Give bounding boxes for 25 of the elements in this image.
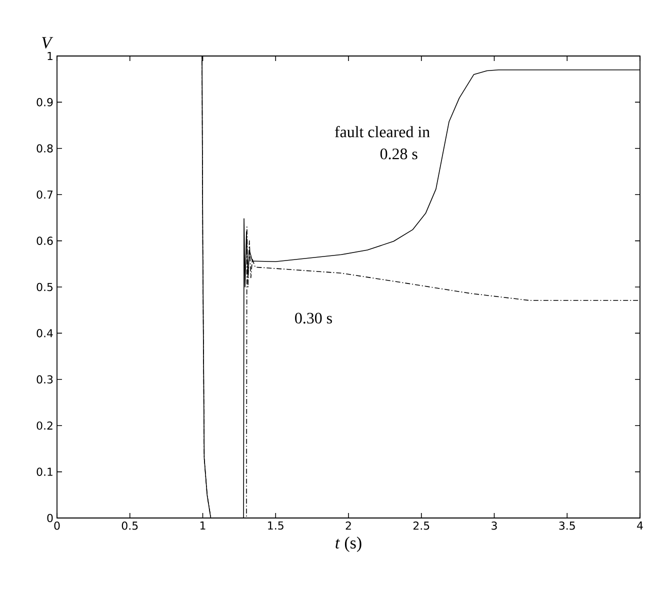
annotation: fault cleared in: [334, 126, 430, 138]
y-axis-title: V: [42, 37, 54, 48]
x-tick-label: 1.5: [268, 522, 284, 530]
y-tick-label: 0.1: [36, 468, 52, 476]
x-tick-label: 4: [637, 522, 643, 530]
text: 0.30 s: [295, 312, 332, 324]
y-tick-label: 0.2: [36, 421, 52, 430]
x-tick-label: 0.5: [122, 522, 138, 530]
y-tick-label: 0.7: [36, 190, 53, 199]
x-tick-label: 3: [492, 522, 497, 530]
x-tick-label: 2.5: [413, 522, 430, 530]
series-label: 0.28 s: [380, 148, 418, 160]
x-tick-label: 0: [54, 522, 60, 530]
x-tick-label: 3.5: [559, 522, 575, 530]
y-tick-label: 0.4: [36, 329, 53, 338]
y-tick-label: 0.3: [36, 375, 53, 384]
x-tick-label: 2: [346, 522, 351, 530]
y-tick-label: 1: [48, 52, 52, 60]
x-axis-title: t (s): [336, 536, 362, 552]
y-tick-label: 0.5: [36, 282, 53, 292]
y-tick-label: 0.6: [36, 236, 53, 245]
x-tick-label: 1: [200, 522, 206, 530]
y-tick-label: 0: [47, 514, 53, 522]
y-tick-label: 0.8: [36, 144, 53, 153]
y-tick-label: 0.9: [36, 98, 53, 106]
